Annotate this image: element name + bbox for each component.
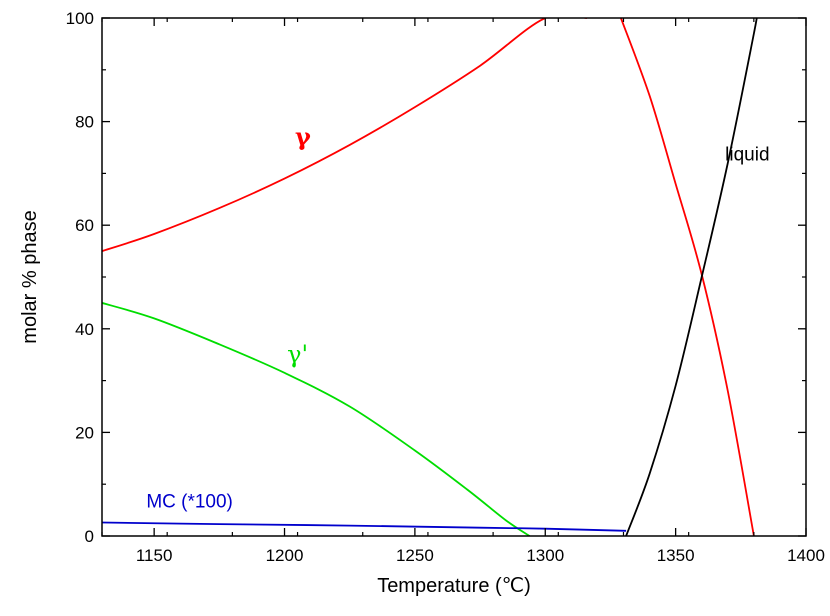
- gamma-label: γ: [295, 122, 311, 151]
- x-tick-label: 1250: [396, 546, 434, 565]
- gamma-prime-curve-1: [102, 302, 531, 536]
- x-tick-label: 1400: [787, 546, 825, 565]
- ticks-layer: 1150 1200 1250 1300 1350 1400 0 20 40 60 80 100: [66, 9, 825, 565]
- gamma-curve-1: [102, 18, 587, 252]
- y-tick-label: 20: [75, 423, 94, 442]
- liquid-curve-1: [625, 18, 758, 536]
- series-layer: [102, 18, 758, 536]
- liquid-label: liquid: [725, 144, 769, 165]
- y-tick-label: 60: [75, 216, 94, 235]
- x-tick-label: 1150: [136, 546, 173, 565]
- x-tick-label: 1300: [526, 546, 564, 565]
- x-tick-label: 1350: [657, 546, 695, 565]
- y-tick-label: 100: [66, 9, 94, 28]
- plot-frame: [101, 17, 807, 537]
- y-tick-label: 0: [85, 527, 94, 546]
- x-tick-label: 1200: [266, 546, 304, 565]
- y-tick-label: 80: [75, 113, 94, 132]
- mc-curve-1: [102, 521, 627, 532]
- gamma-prime-label: γ': [287, 340, 308, 368]
- x-axis-title: Temperature (℃): [377, 575, 531, 597]
- y-tick-label: 40: [75, 320, 94, 339]
- mc-label: MC (*100): [146, 492, 233, 513]
- gamma-curve-2: [620, 18, 755, 536]
- y-axis-title: molar % phase: [19, 210, 41, 343]
